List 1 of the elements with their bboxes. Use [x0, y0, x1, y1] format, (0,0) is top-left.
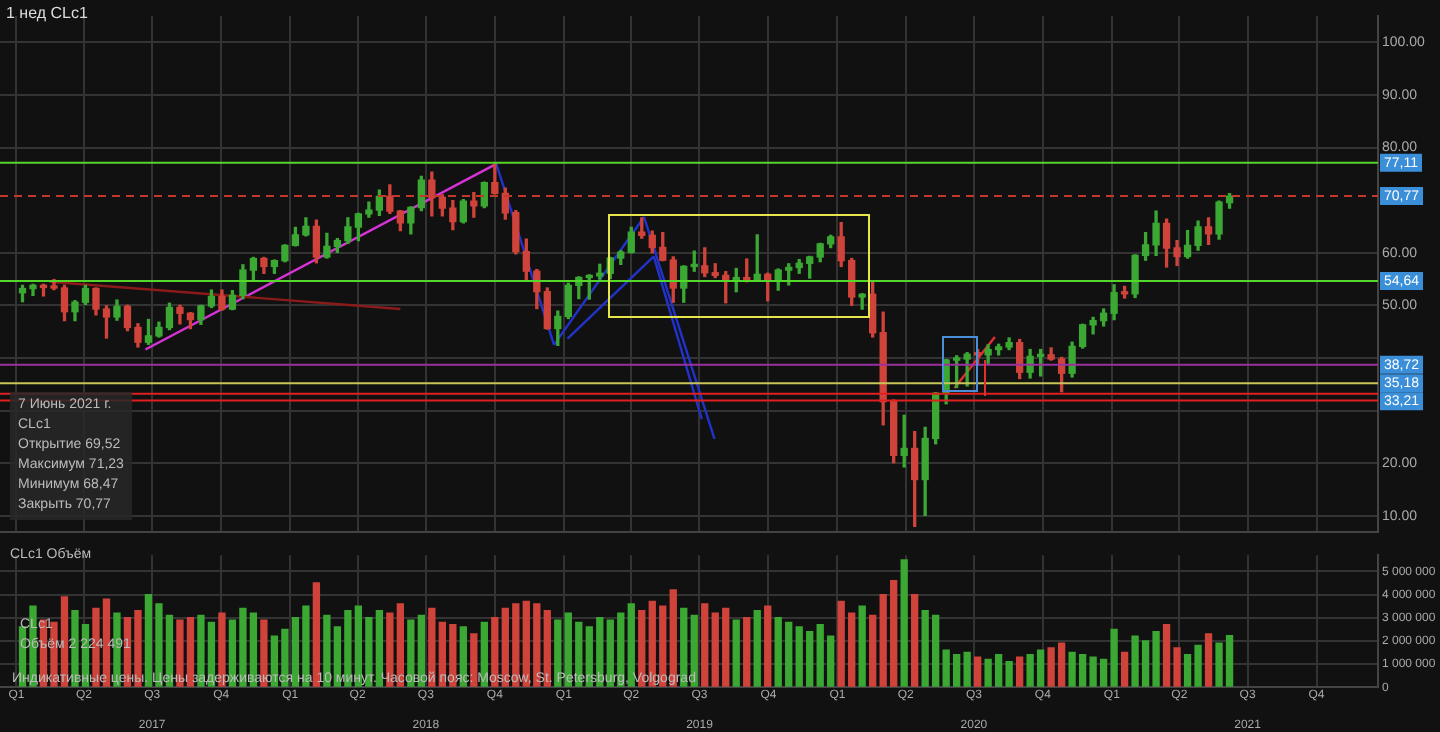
chart-title: 1 нед CLc1	[6, 4, 88, 22]
